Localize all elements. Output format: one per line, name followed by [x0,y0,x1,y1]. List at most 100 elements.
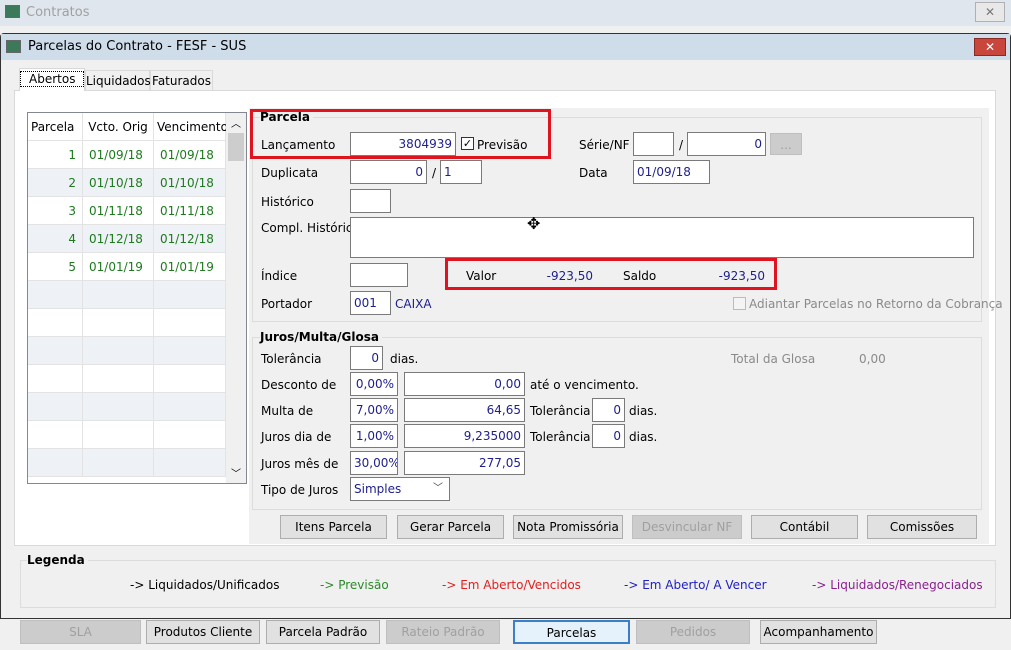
empty-cell[interactable] [28,337,83,365]
juros-tolerancia-label: Tolerância [530,430,591,444]
table-cell[interactable]: 01/01/19 [154,253,226,281]
previsao-checkbox[interactable]: ✓ [461,137,474,150]
bottom-button[interactable]: Parcela Padrão [266,620,380,644]
empty-cell[interactable] [83,365,154,393]
indice-label: Índice [261,269,298,283]
parcela-group [252,117,982,322]
app-window-icon [6,40,21,53]
empty-cell[interactable] [28,309,83,337]
action-button[interactable]: Itens Parcela [280,515,387,539]
close-button[interactable]: ✕ [974,38,1006,56]
valor-label: Valor [466,269,497,283]
highlight-box [445,258,777,290]
tolerancia-label: Tolerância [261,352,322,366]
window-title: Parcelas do Contrato - FESF - SUS [28,39,247,54]
lancamento-input[interactable]: 3804939 [350,132,456,156]
juros-dia-pct-input[interactable]: 1,00% [350,424,398,448]
desconto-pct-input[interactable]: 0,00% [350,372,398,396]
table-cell[interactable]: 01/01/19 [83,253,154,281]
empty-cell[interactable] [83,449,154,477]
duplicata-total-input[interactable]: 1 [440,160,482,184]
grid-header[interactable]: Vcto. Orig [83,113,154,141]
table-cell[interactable]: 01/11/18 [154,197,226,225]
empty-cell[interactable] [154,309,226,337]
juros-tolerancia-input[interactable]: 0 [592,424,625,448]
bottom-button[interactable]: SLA [20,620,141,644]
move-cursor-icon: ✥ [527,214,541,233]
empty-cell[interactable] [83,337,154,365]
empty-cell[interactable] [28,281,83,309]
empty-cell[interactable] [83,309,154,337]
bottom-button[interactable]: Produtos Cliente [146,620,260,644]
scroll-thumb[interactable] [228,133,244,161]
table-cell[interactable]: 01/09/18 [83,141,154,169]
table-cell[interactable]: 01/12/18 [154,225,226,253]
empty-cell[interactable] [28,421,83,449]
empty-cell[interactable] [83,281,154,309]
grid-scrollbar[interactable]: ︿ ﹀ [226,113,246,483]
indice-input[interactable] [350,263,408,287]
compl-historico-textarea[interactable] [350,217,974,258]
table-cell[interactable]: 01/10/18 [154,169,226,197]
grid-header[interactable]: Parcela [28,113,83,141]
multa-pct-input[interactable]: 7,00% [350,398,398,422]
empty-cell[interactable] [83,393,154,421]
bottom-button[interactable]: Acompanhamento [760,620,877,644]
multa-value-input[interactable]: 64,65 [404,398,525,422]
valor-value: -923,50 [546,269,593,283]
historico-input[interactable] [350,189,391,213]
empty-cell[interactable] [154,449,226,477]
dias-label: dias. [629,430,658,444]
empty-cell[interactable] [154,393,226,421]
scroll-up-icon[interactable]: ︿ [231,119,241,130]
action-button[interactable]: Gerar Parcela [397,515,504,539]
data-input[interactable]: 01/09/18 [633,160,710,184]
action-button[interactable]: Desvincular NF [632,515,742,539]
action-button[interactable]: Nota Promissória [513,515,623,539]
empty-cell[interactable] [154,365,226,393]
nf-input[interactable]: 0 [687,132,766,156]
empty-cell[interactable] [154,337,226,365]
tipo-juros-select[interactable]: Simples ﹀ [350,477,450,501]
grid-header[interactable]: Vencimento [154,113,228,141]
tab-faturados[interactable]: Faturados [150,70,213,91]
portador-input[interactable]: 001 [350,291,391,315]
empty-cell[interactable] [28,365,83,393]
serie-input[interactable] [633,132,674,156]
table-cell[interactable]: 01/10/18 [83,169,154,197]
table-cell[interactable]: 01/11/18 [83,197,154,225]
tolerancia-input[interactable]: 0 [350,346,383,370]
juros-mes-value-input[interactable]: 277,05 [404,451,525,475]
bottom-button[interactable]: Parcelas [513,620,630,644]
empty-cell[interactable] [154,281,226,309]
bottom-button[interactable]: Rateio Padrão [386,620,500,644]
empty-cell[interactable] [28,449,83,477]
adiantar-checkbox[interactable] [733,297,746,310]
table-cell[interactable]: 01/09/18 [154,141,226,169]
desconto-value-input[interactable]: 0,00 [404,372,525,396]
multa-tolerancia-input[interactable]: 0 [592,398,625,422]
nf-lookup-button[interactable]: ... [770,133,802,155]
action-button[interactable]: Comissões [867,515,977,539]
tab-abertos[interactable]: Abertos [19,68,85,91]
scroll-down-icon[interactable]: ﹀ [231,469,241,480]
table-cell[interactable]: 4 [28,225,83,253]
action-button[interactable]: Contábil [751,515,858,539]
juros-mes-pct-input[interactable]: 30,00% [350,451,398,475]
table-cell[interactable]: 5 [28,253,83,281]
empty-cell[interactable] [154,421,226,449]
empty-cell[interactable] [83,421,154,449]
duplicata-input[interactable]: 0 [350,160,427,184]
tab-liquidados[interactable]: Liquidados [85,70,151,91]
parcelas-grid[interactable]: Parcela Vcto. Orig Vencimento 1 01/09/18 01/0… [27,112,247,484]
table-cell[interactable]: 3 [28,197,83,225]
outer-close-button[interactable]: ✕ [975,2,1005,22]
empty-cell[interactable] [28,393,83,421]
bottom-button[interactable]: Pedidos [636,620,750,644]
table-cell[interactable]: 2 [28,169,83,197]
table-cell[interactable]: 01/12/18 [83,225,154,253]
juros-dia-value-input[interactable]: 9,235000 [404,424,525,448]
chevron-down-icon: ﹀ [433,483,443,494]
table-cell[interactable]: 1 [28,141,83,169]
portador-name: CAIXA [395,297,432,311]
